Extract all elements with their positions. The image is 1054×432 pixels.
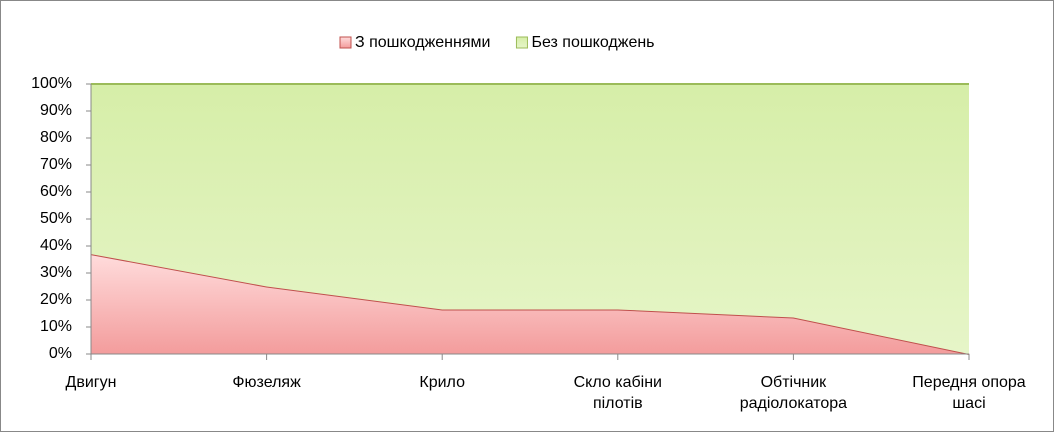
x-tick-label: Обтічник радіолокатора <box>739 374 848 412</box>
legend-label: Без пошкоджень <box>531 34 654 51</box>
y-tick-label: 10% <box>40 318 72 335</box>
y-tick-label: 50% <box>40 210 72 227</box>
y-tick-label: 100% <box>31 75 72 92</box>
x-tick-label: Фюзеляж <box>232 374 301 391</box>
y-tick-label: 90% <box>40 102 72 119</box>
y-tick-label: 0% <box>49 345 72 362</box>
y-tick-label: 20% <box>40 291 72 308</box>
y-tick-label: 80% <box>40 129 72 146</box>
y-tick-label: 70% <box>40 156 72 173</box>
area <box>91 84 969 354</box>
y-tick-label: 30% <box>40 264 72 281</box>
x-tick-label: Крило <box>419 374 465 391</box>
x-tick-label: Скло кабіни пілотів <box>573 374 662 412</box>
legend-label: З пошкодженнями <box>355 34 490 51</box>
x-tick-label: Двигун <box>65 374 117 391</box>
legend-swatch <box>339 36 352 49</box>
legend-swatch <box>515 36 528 49</box>
x-tick-label: Передня опора шасі <box>912 374 1026 412</box>
area <box>91 254 969 354</box>
y-tick-label: 40% <box>40 237 72 254</box>
y-tick-label: 60% <box>40 183 72 200</box>
